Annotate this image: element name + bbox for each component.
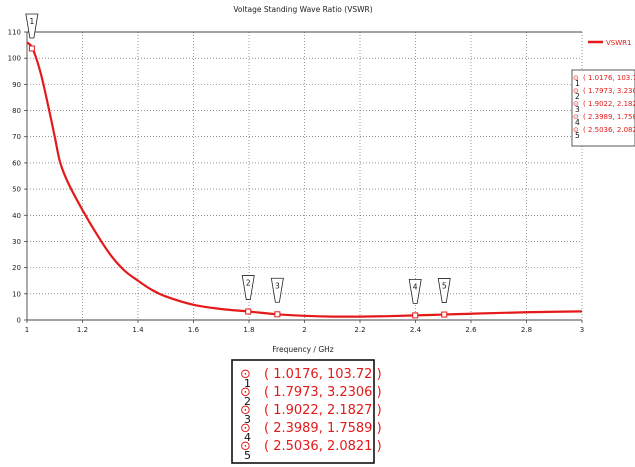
- readout-marker-value-4: ( 2.3989, 1.7589 ): [264, 421, 382, 436]
- readout-marker-index-2: 2: [244, 395, 251, 408]
- y-tick-label: 80: [12, 107, 21, 115]
- x-tick-label: 1.8: [243, 326, 254, 334]
- readout-marker-value-3: ( 1.9022, 2.1827 ): [264, 403, 382, 418]
- chart-title: Voltage Standing Wave Ratio (VSWR): [233, 5, 372, 14]
- marker-point-1: [28, 45, 35, 52]
- y-tick-label: 100: [8, 55, 21, 63]
- side-marker-rows: ⊙1( 1.0176, 103.72⊙2( 1.7973, 3.2306⊙3( …: [573, 74, 635, 140]
- readout-marker-index-3: 3: [244, 413, 251, 426]
- plot-markers: 1 2 3 4 5: [25, 13, 451, 319]
- y-tick-label: 40: [12, 212, 21, 220]
- side-marker-value-2: ( 1.7973, 3.2306: [583, 87, 635, 95]
- marker-flag-5: [437, 278, 451, 303]
- readout-marker-icon-5: ⊙: [240, 439, 251, 454]
- x-axis-label: Frequency / GHz: [272, 345, 333, 354]
- y-tick-label: 60: [12, 159, 21, 167]
- side-marker-value-1: ( 1.0176, 103.72: [583, 74, 635, 82]
- side-marker-value-5: ( 2.5036, 2.0821: [583, 126, 635, 134]
- series-layer: [26, 41, 583, 318]
- readout-marker-value-5: ( 2.5036, 2.0821 ): [264, 439, 382, 454]
- marker-flag-label-3: 3: [275, 281, 280, 290]
- marker-point-3: [274, 311, 281, 318]
- x-tick-label: 2.6: [465, 326, 477, 334]
- y-tick-label: 70: [12, 133, 21, 141]
- x-tick-label: 1.2: [77, 326, 88, 334]
- marker-flag-label-5: 5: [442, 282, 447, 291]
- x-tick-labels: 1 1.2 1.4 1.6 1.8 2 2.2 2.4 2.6 2.8 3: [25, 320, 584, 334]
- readout-marker-icon-3: ⊙: [240, 403, 251, 418]
- side-marker-box-frame: [571, 69, 635, 147]
- legend-label-vswr1: VSWR1: [606, 39, 631, 47]
- readout-marker-value-2: ( 1.7973, 3.2306 ): [264, 385, 382, 400]
- marker-readout-rows: ⊙1( 1.0176, 103.72 )⊙2( 1.7973, 3.2306 )…: [240, 367, 382, 462]
- marker-flag-label-2: 2: [246, 279, 251, 288]
- y-tick-label: 90: [12, 81, 21, 89]
- y-tick-label: 110: [8, 29, 21, 37]
- y-tick-labels: 0 10 20 30 40 50 60 70 80 90 100 110: [8, 29, 27, 325]
- side-marker-icon-2: ⊙: [573, 87, 579, 95]
- x-tick-label: 3: [580, 326, 584, 334]
- marker-flag-label-1: 1: [29, 17, 34, 26]
- y-tick-label: 30: [12, 238, 21, 246]
- marker-flag-2: [241, 275, 255, 300]
- readout-marker-icon-2: ⊙: [240, 385, 251, 400]
- readout-marker-index-4: 4: [244, 431, 251, 444]
- side-marker-icon-4: ⊙: [573, 113, 579, 121]
- marker-flag-1: [25, 13, 39, 39]
- y-tick-label: 10: [12, 290, 21, 298]
- x-tick-label: 1.4: [132, 326, 144, 334]
- readout-marker-index-1: 1: [244, 377, 251, 390]
- x-tick-label: 2.4: [410, 326, 422, 334]
- marker-readout-frame: [231, 359, 375, 464]
- side-marker-icon-5: ⊙: [573, 126, 579, 134]
- y-tick-label: 0: [17, 317, 21, 325]
- marker-readout-table: ⊙1( 1.0176, 103.72 )⊙2( 1.7973, 3.2306 )…: [231, 359, 382, 464]
- x-tick-label: 1.6: [188, 326, 200, 334]
- side-marker-index-3: 3: [575, 105, 580, 114]
- side-marker-index-4: 4: [575, 118, 580, 127]
- series-line-vswr1: [26, 41, 583, 318]
- y-tick-label: 20: [12, 264, 21, 272]
- marker-flag-3: [270, 277, 284, 303]
- side-marker-value-3: ( 1.9022, 2.1827: [583, 100, 635, 108]
- x-tick-label: 2.8: [521, 326, 532, 334]
- side-marker-value-4: ( 2.3989, 1.7589: [583, 113, 635, 121]
- side-marker-index-2: 2: [575, 92, 580, 101]
- marker-point-4: [412, 312, 419, 319]
- marker-flag-4: [408, 278, 422, 304]
- y-tick-label: 50: [12, 186, 21, 194]
- readout-marker-value-1: ( 1.0176, 103.72 ): [264, 367, 382, 382]
- marker-point-5: [441, 311, 448, 318]
- side-marker-index-1: 1: [575, 79, 580, 88]
- readout-marker-index-5: 5: [244, 449, 251, 462]
- marker-flag-label-4: 4: [413, 282, 418, 291]
- readout-marker-icon-4: ⊙: [240, 421, 251, 436]
- side-marker-readout: ⊙1( 1.0176, 103.72⊙2( 1.7973, 3.2306⊙3( …: [571, 69, 635, 147]
- x-tick-label: 2.2: [354, 326, 365, 334]
- x-tick-label: 2: [302, 326, 306, 334]
- x-tick-label: 1: [25, 326, 29, 334]
- side-marker-icon-3: ⊙: [573, 100, 579, 108]
- marker-point-2: [245, 308, 252, 315]
- legend: VSWR1: [588, 39, 631, 47]
- side-marker-index-5: 5: [575, 131, 580, 140]
- readout-marker-icon-1: ⊙: [240, 367, 251, 382]
- side-marker-icon-1: ⊙: [573, 74, 579, 82]
